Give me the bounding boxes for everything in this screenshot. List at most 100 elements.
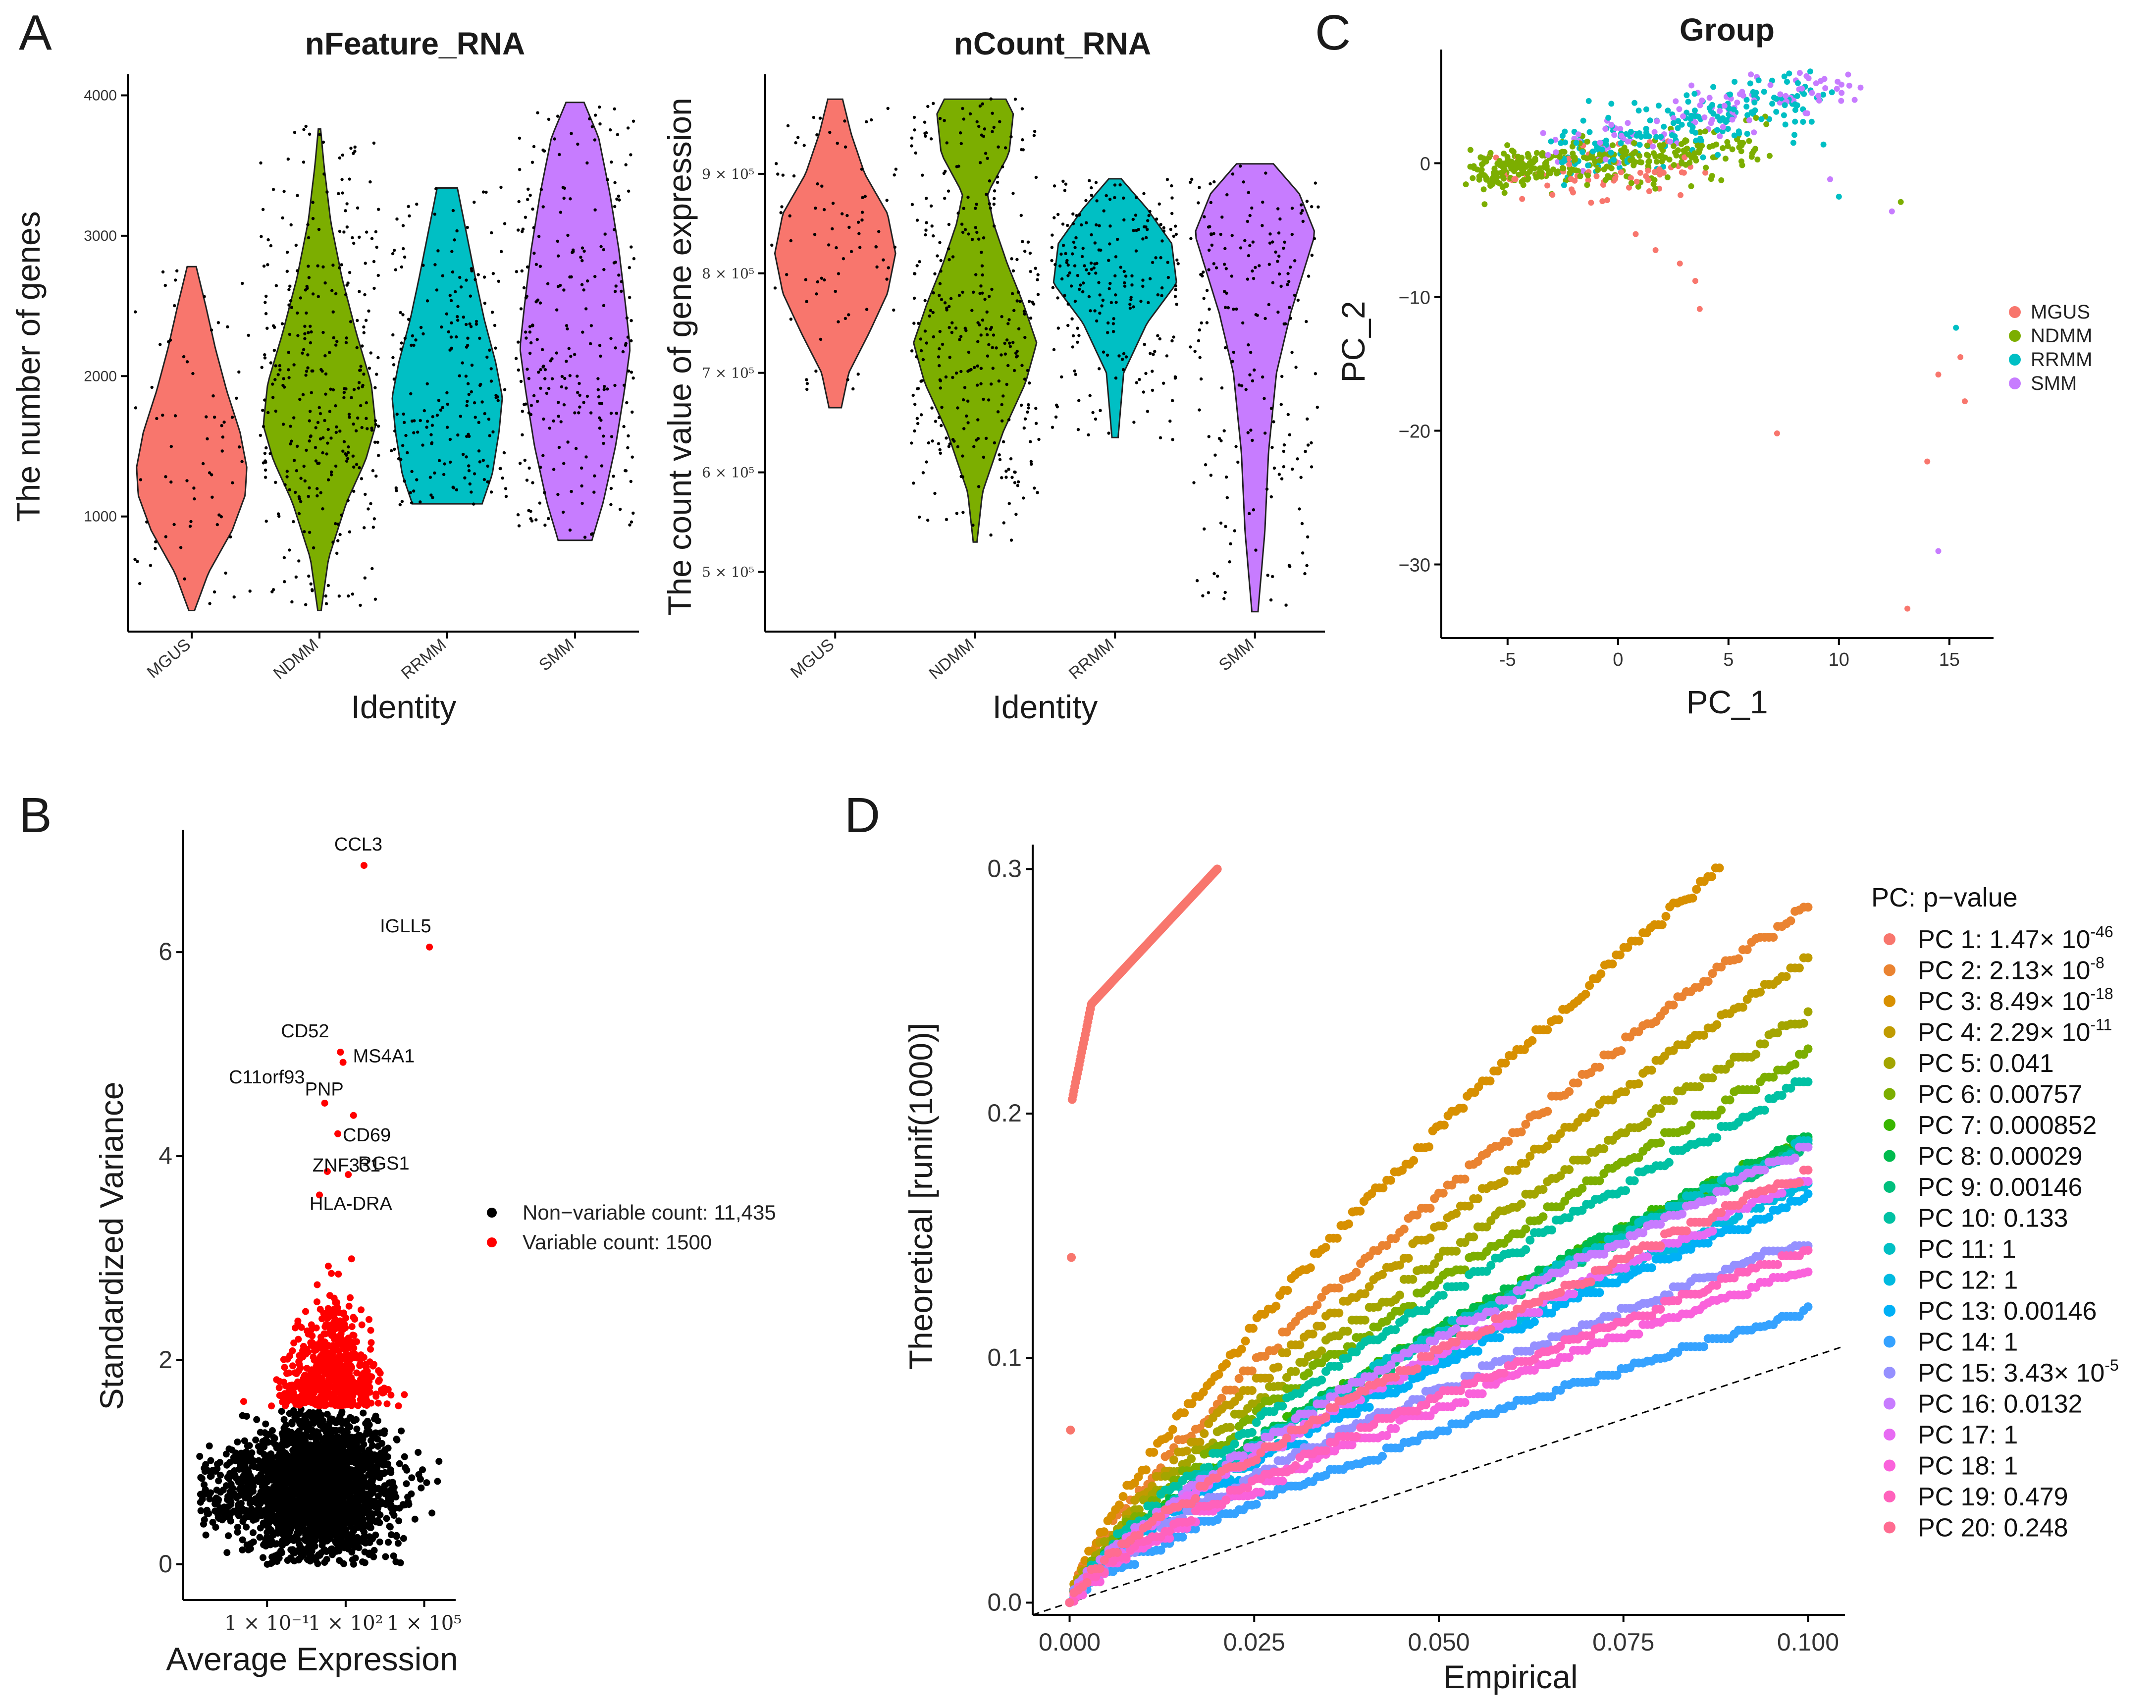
data-point [602, 441, 605, 445]
data-point [947, 326, 951, 329]
data-point [1782, 121, 1788, 128]
data-point [206, 437, 209, 441]
data-point [1093, 309, 1097, 313]
data-point [369, 351, 372, 355]
data-point [1758, 116, 1765, 122]
data-point [393, 429, 397, 433]
data-point [1592, 159, 1598, 165]
data-point [562, 462, 566, 465]
data-point [221, 435, 225, 439]
data-point [154, 540, 158, 544]
data-point [1857, 84, 1864, 91]
data-point [410, 343, 413, 347]
data-point [1277, 231, 1281, 235]
data-point [499, 185, 503, 189]
data-point [356, 206, 360, 210]
data-point [301, 351, 304, 355]
data-point [528, 325, 532, 328]
data-point [534, 300, 538, 304]
data-point [1769, 77, 1775, 84]
data-point [291, 1557, 298, 1565]
data-point [310, 391, 313, 394]
data-point [985, 193, 988, 196]
data-point [313, 1484, 319, 1491]
data-point [1700, 154, 1706, 160]
data-point [1655, 103, 1662, 109]
data-point [352, 422, 355, 426]
data-point [145, 520, 149, 524]
data-point [480, 400, 484, 404]
data-point [1146, 228, 1149, 231]
data-point [1071, 212, 1075, 216]
data-point [610, 435, 614, 438]
data-point [915, 417, 919, 420]
data-point [1085, 221, 1088, 224]
data-point [292, 1462, 300, 1469]
data-point [615, 197, 619, 201]
data-point [1000, 419, 1004, 423]
data-point [290, 306, 293, 309]
data-point [282, 556, 286, 560]
data-point [1656, 153, 1663, 160]
data-point [415, 1449, 422, 1456]
data-point [1851, 97, 1858, 103]
data-point [885, 277, 889, 281]
data-point [295, 469, 299, 473]
data-point [857, 232, 861, 235]
data-point [425, 426, 428, 429]
data-point [1091, 411, 1095, 415]
data-point [303, 1502, 311, 1510]
data-point [263, 301, 267, 304]
data-point [344, 1429, 351, 1436]
data-point [273, 325, 276, 329]
data-point [1003, 352, 1007, 356]
data-point [1203, 215, 1206, 218]
data-point [963, 386, 967, 389]
data-point [494, 346, 497, 350]
data-point [1519, 196, 1525, 202]
data-point [948, 356, 951, 359]
data-point [289, 299, 293, 303]
data-point [538, 265, 542, 268]
data-point [552, 468, 556, 471]
data-point [986, 354, 990, 358]
x-tick-label: 5 [1723, 649, 1734, 670]
data-point [837, 320, 840, 323]
data-point [1509, 147, 1515, 154]
data-point [989, 97, 993, 101]
data-point [1081, 247, 1085, 250]
data-point [972, 445, 976, 448]
data-point [598, 416, 601, 420]
data-point [257, 1477, 264, 1485]
data-point [325, 1491, 332, 1498]
data-point [1579, 149, 1585, 156]
data-point [911, 393, 915, 397]
data-point [489, 367, 493, 371]
data-point [1225, 193, 1229, 197]
data-point [1021, 240, 1024, 243]
data-point [1619, 148, 1625, 155]
data-point [616, 133, 620, 136]
data-point [1261, 200, 1264, 204]
data-point [1001, 394, 1005, 398]
data-point [467, 469, 471, 473]
data-point [1074, 373, 1077, 376]
data-point [1623, 148, 1630, 155]
data-point [1171, 399, 1174, 402]
data-point [139, 478, 143, 481]
data-point [945, 436, 948, 440]
data-point [341, 153, 344, 157]
data-point [599, 354, 602, 358]
y-tick-label: 3000 [84, 228, 117, 244]
data-point [212, 590, 216, 594]
data-point [362, 1464, 369, 1472]
data-point [1303, 572, 1307, 576]
data-point [1638, 134, 1644, 140]
data-point [133, 558, 137, 561]
data-point [306, 1409, 313, 1416]
data-point [989, 207, 993, 210]
data-point [1685, 99, 1691, 105]
x-tick-label: 15 [1939, 649, 1960, 670]
data-point [1205, 321, 1209, 324]
data-point [1113, 196, 1116, 200]
